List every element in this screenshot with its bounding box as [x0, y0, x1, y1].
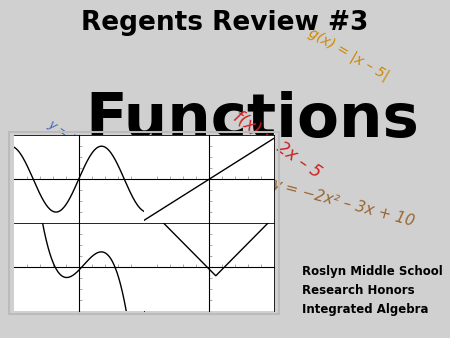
- Text: Regents Review #3: Regents Review #3: [81, 10, 369, 36]
- Text: Roslyn Middle School
Research Honors
Integrated Algebra: Roslyn Middle School Research Honors Int…: [302, 265, 442, 316]
- Text: Functions: Functions: [85, 91, 419, 150]
- Text: g(x) = |x – 5|: g(x) = |x – 5|: [306, 25, 392, 83]
- Text: f(x) = 2x – 5: f(x) = 2x – 5: [230, 108, 324, 182]
- Text: y = −2x² – 3x + 10: y = −2x² – 3x + 10: [270, 176, 416, 229]
- Text: y = (x – 1)²: y = (x – 1)²: [135, 294, 213, 308]
- Text: y = ¾x: y = ¾x: [45, 117, 90, 153]
